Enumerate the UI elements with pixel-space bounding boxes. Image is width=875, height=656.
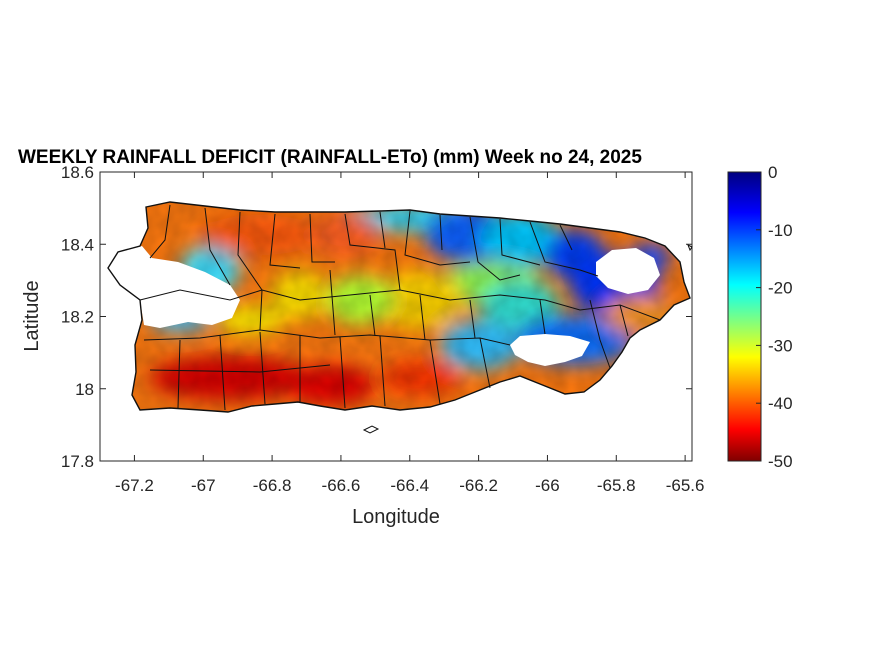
- islet-caja-de-muertos: [362, 425, 380, 434]
- colorbar-tick-label: -10: [768, 221, 793, 240]
- x-tick-label: -66.8: [253, 476, 292, 495]
- x-tick-label: -65.6: [666, 476, 705, 495]
- colorbar-tick-label: 0: [768, 163, 777, 182]
- y-axis-label: Latitude: [21, 280, 43, 351]
- y-tick-label: 17.8: [61, 452, 94, 471]
- colorbar-tick-label: -20: [768, 279, 793, 298]
- rainfall-deficit-field: [108, 202, 690, 412]
- x-tick-label: -67.2: [115, 476, 154, 495]
- x-tick-label: -67: [191, 476, 216, 495]
- x-tick-label: -66.6: [322, 476, 361, 495]
- municipality-borders: [139, 204, 661, 411]
- x-axis-label: Longitude: [352, 506, 440, 528]
- colorbar-tick-label: -40: [768, 394, 793, 413]
- colorbar-ticks: 0 -10 -20 -30 -40 -50: [756, 163, 793, 471]
- colorbar-tick-label: -30: [768, 336, 793, 355]
- colorbar: [727, 171, 762, 462]
- x-tick-label: -65.8: [597, 476, 636, 495]
- y-tick-label: 18.6: [61, 163, 94, 182]
- islet-east: [687, 243, 693, 252]
- x-tick-label: -66.2: [459, 476, 498, 495]
- x-axis-ticks: -67.2 -67 -66.8 -66.6 -66.4 -66.2 -66 -65.8 -65.…: [115, 172, 704, 495]
- x-tick-label: -66.4: [390, 476, 429, 495]
- map-title: WEEKLY RAINFALL DEFICIT (RAINFALL-ETo) (…: [18, 147, 642, 168]
- y-tick-label: 18.2: [61, 308, 94, 327]
- y-tick-label: 18.4: [61, 235, 94, 254]
- y-tick-label: 18: [75, 380, 94, 399]
- y-axis-ticks: 17.8 18 18.2 18.4 18.6: [61, 163, 692, 471]
- x-tick-label: -66: [535, 476, 560, 495]
- colorbar-tick-label: -50: [768, 452, 793, 471]
